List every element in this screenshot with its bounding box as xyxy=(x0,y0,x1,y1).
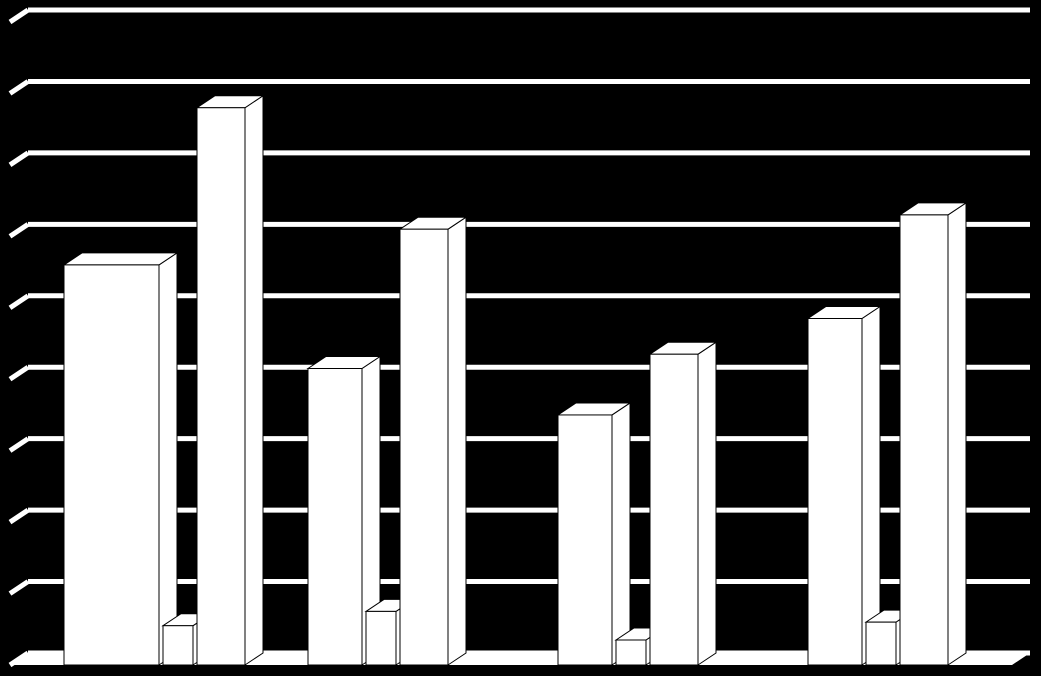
bar-chart-3d xyxy=(0,0,1041,676)
chart-svg xyxy=(0,0,1041,676)
